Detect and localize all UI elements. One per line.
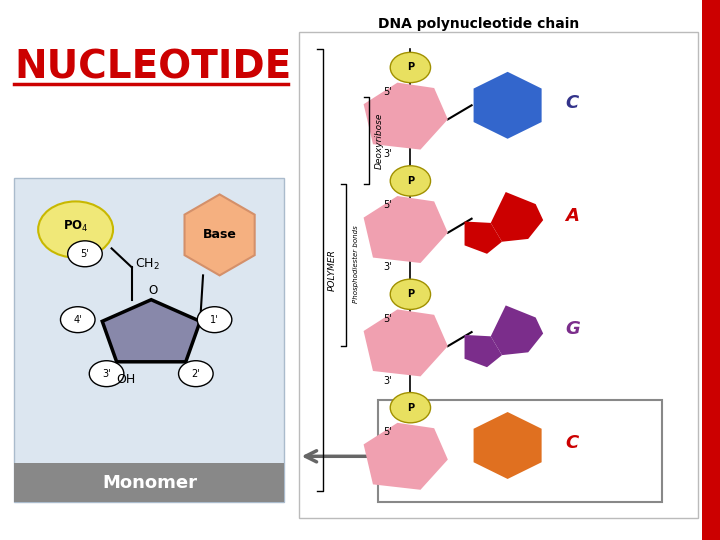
Polygon shape bbox=[474, 412, 541, 479]
Polygon shape bbox=[364, 83, 448, 150]
Circle shape bbox=[179, 361, 213, 387]
Bar bbox=[299, 32, 698, 518]
Polygon shape bbox=[364, 423, 448, 490]
Text: Base: Base bbox=[202, 228, 237, 241]
Circle shape bbox=[390, 393, 431, 423]
Text: Deoxyribose: Deoxyribose bbox=[375, 112, 384, 168]
Text: 5': 5' bbox=[384, 314, 392, 323]
Text: POLYMER: POLYMER bbox=[328, 249, 337, 291]
Text: C: C bbox=[565, 93, 578, 112]
Text: 3': 3' bbox=[102, 369, 111, 379]
Circle shape bbox=[197, 307, 232, 333]
Polygon shape bbox=[491, 306, 543, 355]
Text: P: P bbox=[407, 176, 414, 186]
Text: OH: OH bbox=[117, 373, 135, 386]
Text: 3': 3' bbox=[384, 262, 392, 272]
Text: CH$_2$: CH$_2$ bbox=[135, 257, 160, 272]
Text: C: C bbox=[565, 434, 578, 452]
Text: 4': 4' bbox=[73, 315, 82, 325]
Text: 3': 3' bbox=[384, 149, 392, 159]
Text: P: P bbox=[407, 63, 414, 72]
Text: Phosphodiester bonds: Phosphodiester bonds bbox=[354, 226, 359, 303]
Text: Monomer: Monomer bbox=[102, 474, 197, 492]
Polygon shape bbox=[464, 221, 502, 254]
Polygon shape bbox=[102, 300, 200, 362]
Polygon shape bbox=[474, 72, 541, 139]
Polygon shape bbox=[364, 196, 448, 263]
Text: NUCLEOTIDE: NUCLEOTIDE bbox=[14, 49, 292, 86]
Polygon shape bbox=[364, 309, 448, 376]
Polygon shape bbox=[464, 335, 502, 367]
Circle shape bbox=[390, 279, 431, 309]
Bar bbox=[14, 463, 284, 502]
Text: 1': 1' bbox=[210, 315, 219, 325]
Text: 5': 5' bbox=[81, 249, 89, 259]
Circle shape bbox=[89, 361, 124, 387]
Text: 3': 3' bbox=[384, 376, 392, 386]
Circle shape bbox=[60, 307, 95, 333]
Circle shape bbox=[390, 52, 431, 83]
Circle shape bbox=[390, 166, 431, 196]
Polygon shape bbox=[184, 194, 255, 275]
Bar bbox=[378, 400, 662, 502]
Text: 2': 2' bbox=[192, 369, 200, 379]
Bar bbox=[702, 0, 720, 540]
Text: 5': 5' bbox=[384, 200, 392, 210]
Circle shape bbox=[38, 201, 113, 258]
Text: P: P bbox=[407, 289, 414, 299]
Text: DNA polynucleotide chain: DNA polynucleotide chain bbox=[378, 17, 580, 31]
Text: PO$_4$: PO$_4$ bbox=[63, 219, 89, 234]
Text: O: O bbox=[148, 284, 157, 297]
Text: 5': 5' bbox=[384, 427, 392, 437]
Bar bbox=[14, 178, 284, 502]
Text: P: P bbox=[407, 403, 414, 413]
Text: 5': 5' bbox=[384, 87, 392, 97]
Circle shape bbox=[68, 241, 102, 267]
Text: A: A bbox=[565, 207, 579, 225]
Polygon shape bbox=[491, 192, 543, 242]
Text: G: G bbox=[565, 320, 580, 339]
